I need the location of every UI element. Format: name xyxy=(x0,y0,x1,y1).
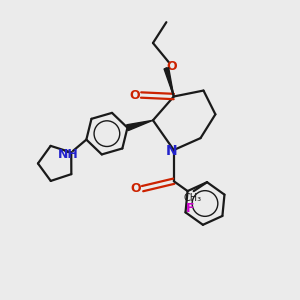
Polygon shape xyxy=(164,68,174,97)
Text: NH: NH xyxy=(58,148,79,161)
Text: O: O xyxy=(167,60,177,73)
Text: N: N xyxy=(166,145,177,158)
Text: O: O xyxy=(129,88,140,101)
Text: F: F xyxy=(186,202,194,215)
Text: CH₃: CH₃ xyxy=(183,193,201,203)
Text: O: O xyxy=(131,182,141,195)
Polygon shape xyxy=(127,120,153,130)
